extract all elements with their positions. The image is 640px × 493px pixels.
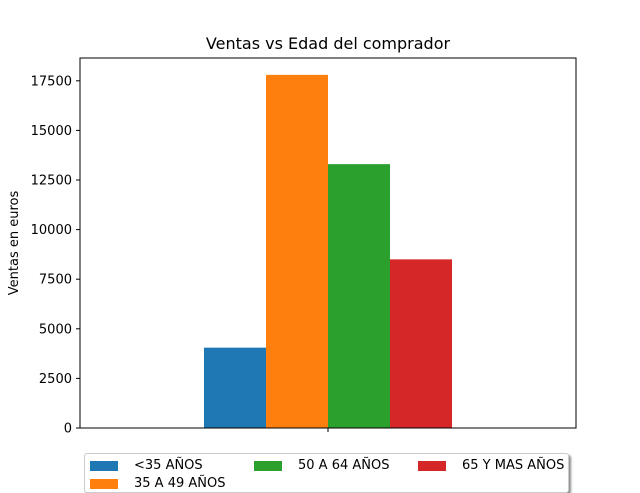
y-tick-label: 10000 — [31, 223, 72, 238]
legend: <35 AÑOS 50 A 64 AÑOS 65 Y MAS AÑOS 35 A… — [84, 453, 569, 493]
bar-chart: Ventas vs Edad del comprador Ventas en e… — [7, 34, 577, 437]
bars-group — [204, 74, 452, 428]
y-tick-label: 5000 — [39, 322, 72, 337]
legend-swatch-50-64 — [254, 460, 282, 471]
bar-series-3 — [390, 259, 452, 428]
y-tick-label: 2500 — [39, 372, 72, 387]
y-tick-label: 15000 — [31, 124, 72, 139]
legend-swatch-35-49 — [90, 478, 118, 489]
legend-swatch-under-35 — [90, 460, 118, 471]
y-axis-ticks: 0 2500 5000 7500 10000 12500 15000 17500 — [31, 74, 80, 437]
legend-label-35-49: 35 A 49 AÑOS — [134, 476, 226, 491]
legend-item-50-64: 50 A 64 AÑOS — [254, 458, 389, 473]
y-tick-label: 17500 — [31, 74, 72, 89]
y-axis-label: Ventas en euros — [7, 191, 22, 296]
chart-title: Ventas vs Edad del comprador — [206, 34, 451, 53]
legend-label-65-plus: 65 Y MAS AÑOS — [462, 458, 565, 473]
plot-area-frame — [79, 57, 577, 429]
bar-series-0 — [204, 347, 266, 428]
y-tick-label: 12500 — [31, 174, 72, 189]
legend-swatch-65-plus — [418, 460, 446, 471]
bar-series-2 — [328, 164, 390, 428]
legend-label-under-35: <35 AÑOS — [134, 458, 203, 473]
bar-series-1 — [266, 74, 328, 428]
legend-label-50-64: 50 A 64 AÑOS — [298, 458, 390, 473]
legend-item-65-plus: 65 Y MAS AÑOS — [418, 458, 564, 473]
legend-item-35-49: 35 A 49 AÑOS — [90, 476, 225, 491]
y-tick-label: 7500 — [39, 273, 72, 288]
y-tick-label: 0 — [64, 422, 72, 437]
legend-item-under-35: <35 AÑOS — [90, 458, 203, 473]
